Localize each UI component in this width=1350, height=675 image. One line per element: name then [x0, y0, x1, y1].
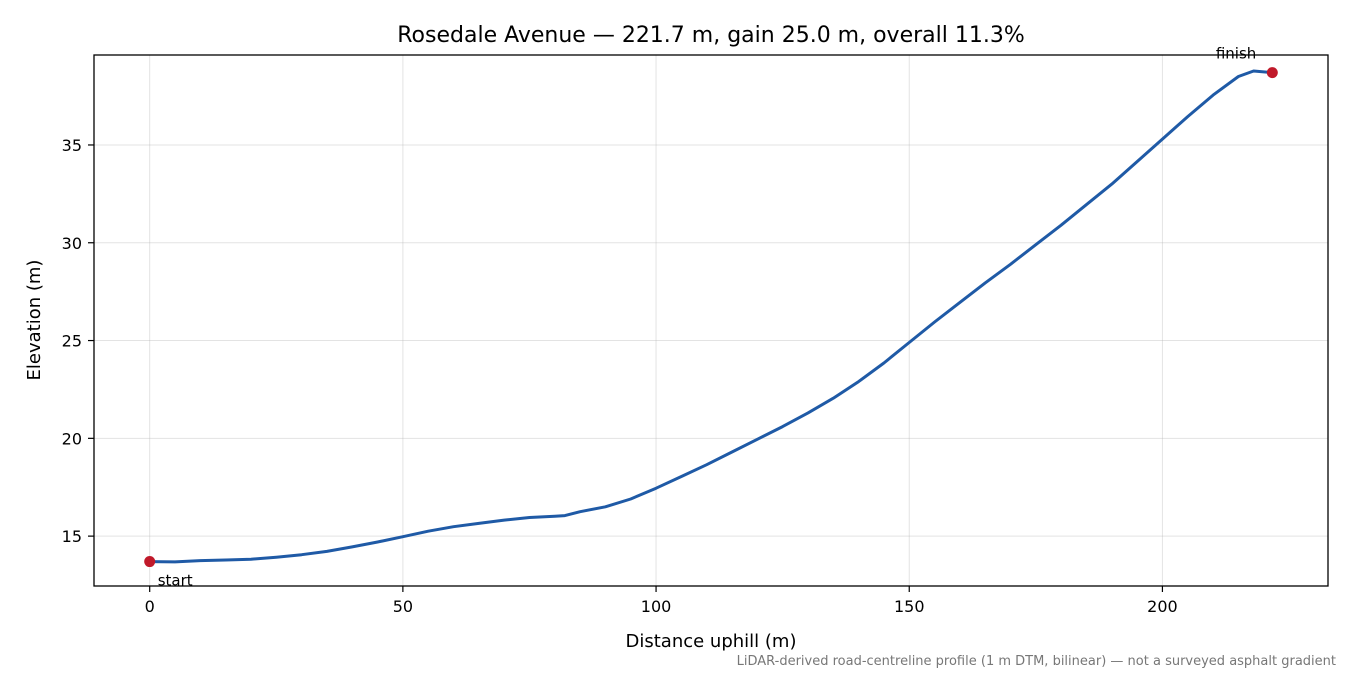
elevation-profile-line — [148, 69, 1274, 564]
y-tick-label: 35 — [62, 136, 82, 155]
finish-label: finish — [1216, 45, 1256, 63]
x-tick-label: 100 — [641, 597, 672, 616]
x-tick-label: 150 — [894, 597, 925, 616]
grid-lines — [94, 55, 1328, 586]
y-axis-ticks: 15 20 25 30 35 — [62, 136, 94, 546]
y-axis-label: Elevation (m) — [24, 260, 45, 381]
markers-group: start finish — [144, 45, 1278, 590]
y-tick-label: 25 — [62, 332, 82, 351]
chart-title: Rosedale Avenue — 221.7 m, gain 25.0 m, … — [397, 23, 1025, 48]
x-tick-label: 0 — [145, 597, 155, 616]
plot-frame — [93, 54, 1329, 587]
y-tick-label: 15 — [62, 527, 82, 546]
x-axis-label: Distance uphill (m) — [626, 631, 797, 652]
x-tick-label: 50 — [393, 597, 413, 616]
finish-marker — [1266, 67, 1278, 79]
start-label: start — [158, 572, 193, 590]
y-tick-label: 30 — [62, 234, 82, 253]
series-group — [148, 69, 1274, 564]
y-tick-label: 20 — [62, 429, 82, 448]
footnote: LiDAR-derived road-centreline profile (1… — [737, 654, 1336, 669]
x-axis-ticks: 0 50 100 150 200 — [145, 586, 1178, 616]
x-tick-label: 200 — [1147, 597, 1178, 616]
start-marker — [144, 556, 156, 568]
